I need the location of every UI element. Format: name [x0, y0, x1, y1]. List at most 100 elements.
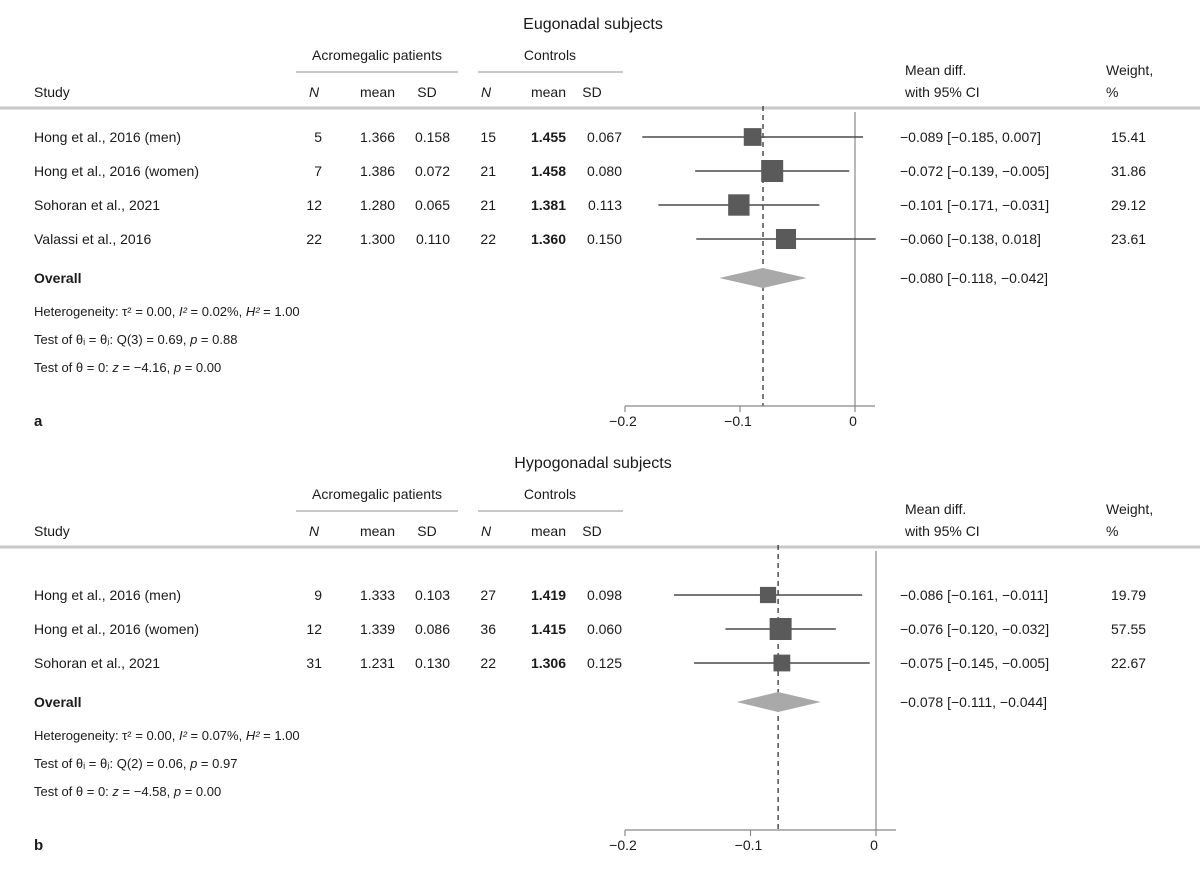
weight-text: 19.79 [1111, 587, 1146, 603]
study-sd1: 0.086 [415, 621, 450, 637]
study-n1: 7 [314, 163, 322, 179]
group-label-controls: Controls [524, 47, 576, 63]
study-n2: 27 [480, 587, 496, 603]
study-label: Hong et al., 2016 (women) [34, 621, 199, 637]
effect-marker [773, 654, 791, 672]
forest-plot-hypogonadal: Hypogonadal subjects Acromegalic patients… [0, 455, 1200, 854]
effect-ci-text: −0.076 [−0.120, −0.032] [900, 621, 1049, 637]
study-sd1: 0.072 [415, 163, 450, 179]
col-header-n: N [309, 84, 320, 100]
col-header-weight-line1: Weight, [1106, 501, 1153, 517]
study-mean2: 1.455 [531, 129, 566, 145]
study-label: Hong et al., 2016 (men) [34, 587, 181, 603]
col-header-weight-line1: Weight, [1106, 62, 1153, 78]
heterogeneity-stat: Heterogeneity: τ² = 0.00, I² = 0.07%, H²… [34, 728, 300, 743]
weight-text: 15.41 [1111, 129, 1146, 145]
effect-marker [759, 586, 777, 604]
group-label-patients: Acromegalic patients [312, 486, 442, 502]
col-header-sd2: SD [582, 523, 601, 539]
weight-text: 22.67 [1111, 655, 1146, 671]
study-mean2: 1.415 [531, 621, 566, 637]
study-n2: 36 [480, 621, 496, 637]
study-sd2: 0.125 [587, 655, 622, 671]
group-label-controls: Controls [524, 486, 576, 502]
x-tick-label: −0.2 [609, 837, 637, 853]
col-header-n2: N [481, 523, 492, 539]
study-label: Hong et al., 2016 (men) [34, 129, 181, 145]
col-header-study: Study [34, 84, 70, 100]
study-n1: 12 [306, 621, 322, 637]
study-sd2: 0.067 [587, 129, 622, 145]
heterogeneity-stat: Test of θᵢ = θⱼ: Q(3) = 0.69, p = 0.88 [34, 332, 237, 347]
weight-text: 57.55 [1111, 621, 1146, 637]
study-mean1: 1.231 [360, 655, 395, 671]
col-header-mean: mean [360, 523, 395, 539]
study-sd2: 0.080 [587, 163, 622, 179]
overall-diamond [736, 692, 821, 712]
x-tick-label: 0 [870, 837, 878, 853]
weight-text: 23.61 [1111, 231, 1146, 247]
study-label: Sohoran et al., 2021 [34, 197, 160, 213]
effect-ci-text: −0.089 [−0.185, 0.007] [900, 129, 1041, 145]
heterogeneity-stat: Test of θᵢ = θⱼ: Q(2) = 0.06, p = 0.97 [34, 756, 237, 771]
heterogeneity-stat: Heterogeneity: τ² = 0.00, I² = 0.02%, H²… [34, 304, 300, 319]
study-n1: 31 [306, 655, 322, 671]
study-n2: 15 [480, 129, 496, 145]
weight-text: 29.12 [1111, 197, 1146, 213]
forest-panel-eugonadal: Eugonadal subjects Acromegalic patients Co… [0, 16, 1200, 430]
study-sd2: 0.098 [587, 587, 622, 603]
col-header-effect-line2: with 95% CI [904, 84, 980, 100]
study-n2: 21 [480, 163, 496, 179]
col-header-weight-line2: % [1106, 523, 1118, 539]
panel-title: Hypogonadal subjects [514, 455, 671, 472]
study-mean1: 1.339 [360, 621, 395, 637]
study-label: Hong et al., 2016 (women) [34, 163, 199, 179]
study-sd1: 0.110 [416, 231, 450, 247]
heterogeneity-stat: Test of θ = 0: z = −4.58, p = 0.00 [34, 784, 221, 799]
col-header-weight-line2: % [1106, 84, 1118, 100]
effect-marker [743, 128, 762, 146]
col-header-mean2: mean [531, 523, 566, 539]
study-mean1: 1.386 [360, 163, 395, 179]
col-header-sd: SD [417, 84, 436, 100]
overall-diamond [719, 268, 807, 288]
col-header-effect-line2: with 95% CI [904, 523, 980, 539]
study-n1: 9 [314, 587, 322, 603]
study-n2: 22 [480, 231, 496, 247]
study-mean1: 1.366 [360, 129, 395, 145]
panel-label: b [34, 837, 43, 854]
effect-marker [728, 194, 750, 216]
overall-label: Overall [34, 694, 81, 710]
effect-marker [769, 618, 792, 640]
overall-ci-text: −0.078 [−0.111, −0.044] [900, 694, 1047, 710]
study-mean2: 1.419 [531, 587, 566, 603]
x-tick-label: −0.1 [735, 837, 763, 853]
study-mean2: 1.381 [531, 197, 566, 213]
overall-label: Overall [34, 270, 81, 286]
panel-label: a [34, 413, 43, 430]
weight-text: 31.86 [1111, 163, 1146, 179]
study-n1: 12 [306, 197, 322, 213]
effect-marker [761, 160, 784, 182]
study-mean1: 1.280 [360, 197, 395, 213]
study-label: Valassi et al., 2016 [34, 231, 151, 247]
forest-plot-eugonadal: Eugonadal subjects Acromegalic patients Co… [0, 16, 1200, 430]
x-tick-label: 0 [849, 413, 857, 429]
col-header-study: Study [34, 523, 70, 539]
col-header-sd: SD [417, 523, 436, 539]
effect-ci-text: −0.101 [−0.171, −0.031] [900, 197, 1049, 213]
effect-ci-text: −0.060 [−0.138, 0.018] [900, 231, 1041, 247]
study-sd1: 0.158 [415, 129, 450, 145]
col-header-mean: mean [360, 84, 395, 100]
study-sd2: 0.113 [588, 197, 622, 213]
col-header-effect-line1: Mean diff. [905, 501, 966, 517]
col-header-mean2: mean [531, 84, 566, 100]
study-n2: 22 [480, 655, 496, 671]
study-sd1: 0.130 [415, 655, 450, 671]
study-sd1: 0.065 [415, 197, 450, 213]
study-sd2: 0.150 [587, 231, 622, 247]
study-sd1: 0.103 [415, 587, 450, 603]
study-n1: 5 [314, 129, 322, 145]
group-label-patients: Acromegalic patients [312, 47, 442, 63]
study-mean2: 1.458 [531, 163, 566, 179]
